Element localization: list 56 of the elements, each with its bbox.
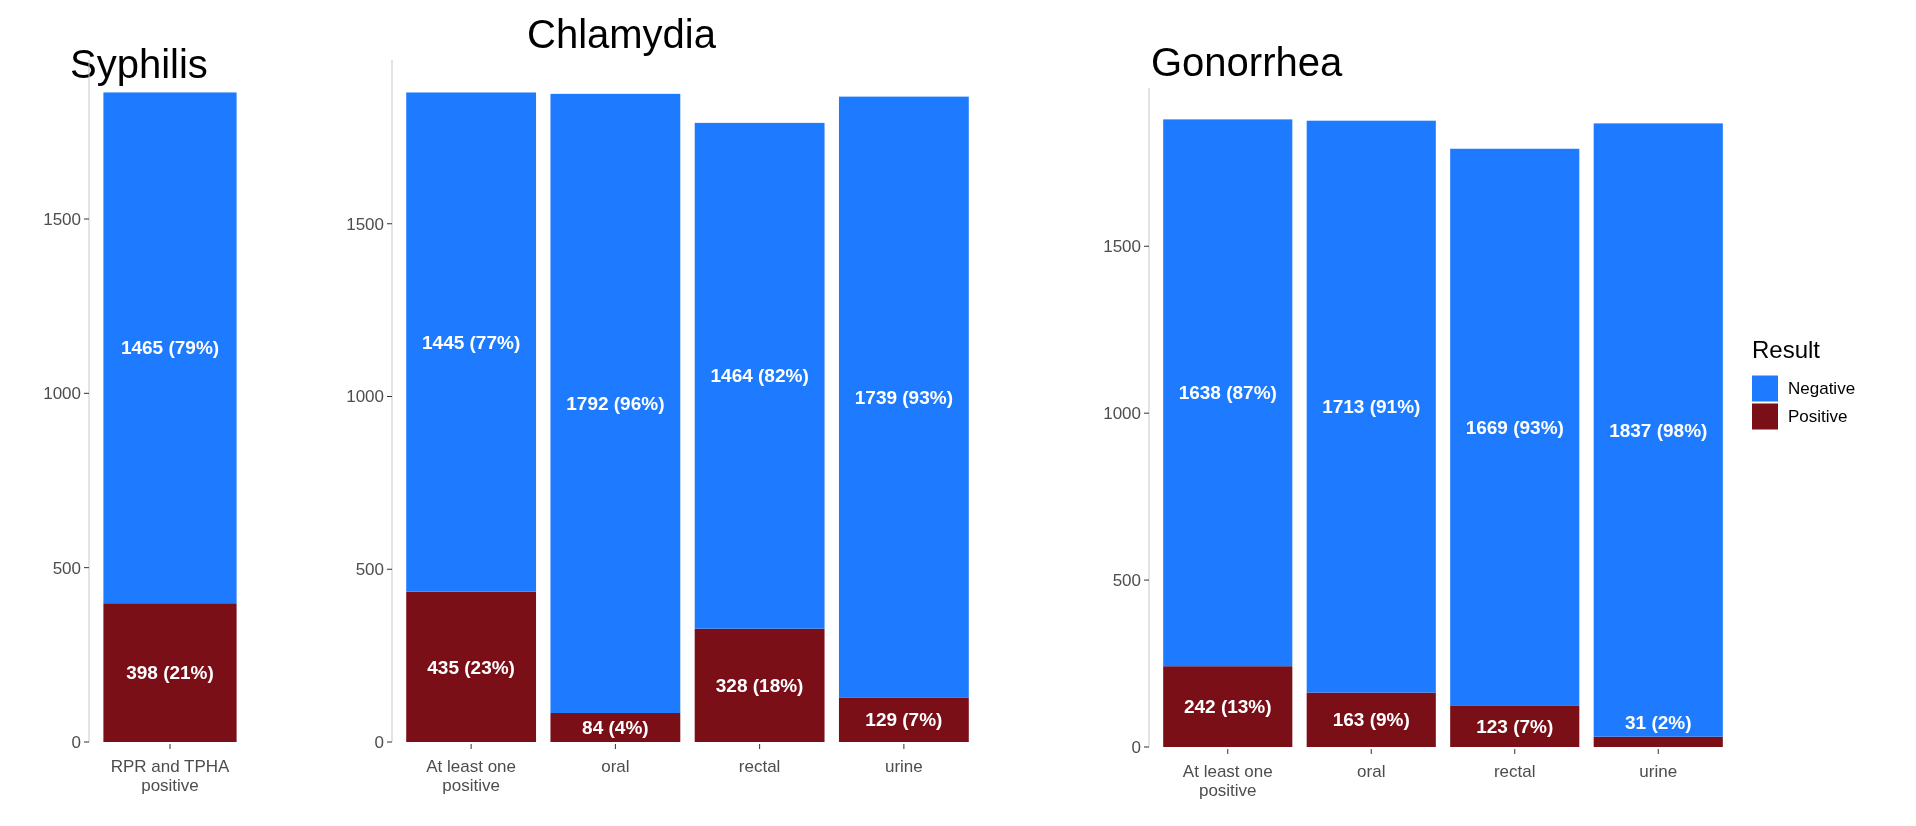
data-label: 163 (9%) <box>1332 709 1410 731</box>
bar <box>1163 119 1293 667</box>
bar <box>406 92 537 592</box>
y-tick-label: 1500 <box>1103 237 1141 257</box>
data-label: 1638 (87%) <box>1178 382 1277 404</box>
data-label: 84 (4%) <box>582 717 649 739</box>
x-tick-label: At least one positive <box>426 757 517 795</box>
data-label: 1669 (93%) <box>1465 417 1564 438</box>
legend-title: Result <box>1752 335 1821 363</box>
y-tick-label: 0 <box>71 732 81 752</box>
y-tick-label: 1500 <box>346 214 384 234</box>
bar <box>550 93 681 713</box>
y-tick-label: 1500 <box>43 209 81 229</box>
y-tick-label: 500 <box>1112 571 1141 591</box>
bar <box>1593 123 1723 737</box>
data-label: 1837 (98%) <box>1609 419 1708 441</box>
x-tick-label: rectal <box>738 757 781 776</box>
bar <box>694 122 825 629</box>
y-tick-label: 1000 <box>43 384 81 404</box>
x-tick-label: oral <box>1357 762 1386 781</box>
data-label: 398 (21%) <box>126 662 214 684</box>
x-tick-label: urine <box>1639 762 1678 781</box>
y-tick-label: 1000 <box>346 387 384 407</box>
x-tick-label: RPR and TPHA positive <box>110 757 231 795</box>
bar <box>1450 148 1580 706</box>
x-tick-label: At least one positive <box>1182 762 1273 800</box>
data-label: 129 (7%) <box>865 709 943 731</box>
y-tick-label: 500 <box>355 560 384 580</box>
data-label: 123 (7%) <box>1476 716 1554 738</box>
data-label: 242 (13%) <box>1183 696 1272 718</box>
bar <box>838 96 969 698</box>
y-tick-label: 1000 <box>1103 404 1141 424</box>
data-label: 1445 (77%) <box>422 331 521 353</box>
x-tick-label: oral <box>601 757 630 776</box>
legend-label: Positive <box>1788 407 1848 427</box>
bar <box>694 628 825 742</box>
y-tick-label: 0 <box>374 732 384 752</box>
bar <box>406 591 537 742</box>
chart-title: Gonorrhea <box>1151 40 1343 84</box>
x-tick-label: urine <box>884 757 923 776</box>
data-label: 31 (2%) <box>1624 712 1692 734</box>
data-label: 1465 (79%) <box>120 337 220 359</box>
bar <box>1306 120 1436 693</box>
data-label: 1713 (91%) <box>1322 396 1421 418</box>
legend-label: Negative <box>1788 379 1856 399</box>
x-tick-label: rectal <box>1493 762 1536 781</box>
bar <box>1593 736 1723 747</box>
chart-title: Syphilis <box>70 42 208 86</box>
data-label: 435 (23%) <box>427 656 515 678</box>
data-label: 1464 (82%) <box>710 365 809 387</box>
chart-title: Chlamydia <box>527 12 717 56</box>
data-label: 1739 (93%) <box>854 386 953 408</box>
y-tick-label: 500 <box>52 558 81 578</box>
data-label: 1792 (96%) <box>566 393 665 415</box>
data-label: 328 (18%) <box>715 674 804 696</box>
y-tick-label: 0 <box>1131 737 1141 757</box>
